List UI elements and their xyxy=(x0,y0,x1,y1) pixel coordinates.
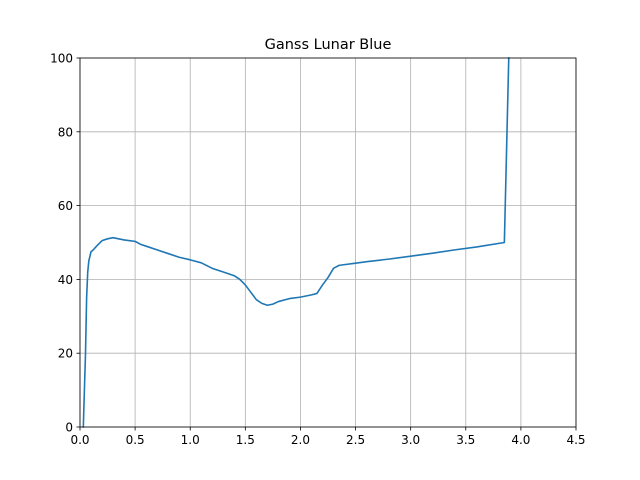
chart-title: Ganss Lunar Blue xyxy=(265,37,392,53)
plot-frame xyxy=(79,57,577,428)
y-tick-label: 20 xyxy=(58,347,73,361)
series-line xyxy=(82,57,510,428)
y-tick-label: 60 xyxy=(58,199,73,213)
x-tick-label: 0.0 xyxy=(70,433,89,447)
x-tick-label: 2.5 xyxy=(346,433,365,447)
series-group xyxy=(82,57,510,428)
x-tick-label: 2.0 xyxy=(291,433,310,447)
x-tick-label: 1.5 xyxy=(236,433,255,447)
x-axis: 0.0 0.5 1.0 1.5 2.0 2.5 3.0 3.5 4.0 4.5 xyxy=(70,427,586,447)
y-tick-label: 100 xyxy=(50,52,73,66)
x-tick-label: 3.0 xyxy=(401,433,420,447)
x-tick-label: 1.0 xyxy=(181,433,200,447)
y-tick-label: 0 xyxy=(65,421,73,435)
x-tick-label: 3.5 xyxy=(456,433,475,447)
y-tick-label: 80 xyxy=(58,125,73,139)
plot-area xyxy=(80,58,576,427)
x-tick-label: 4.5 xyxy=(566,433,585,447)
y-tick-label: 40 xyxy=(58,273,73,287)
x-tick-label: 4.0 xyxy=(511,433,530,447)
x-tick-label: 0.5 xyxy=(126,433,145,447)
y-axis: 0 20 40 60 80 100 xyxy=(50,52,80,435)
